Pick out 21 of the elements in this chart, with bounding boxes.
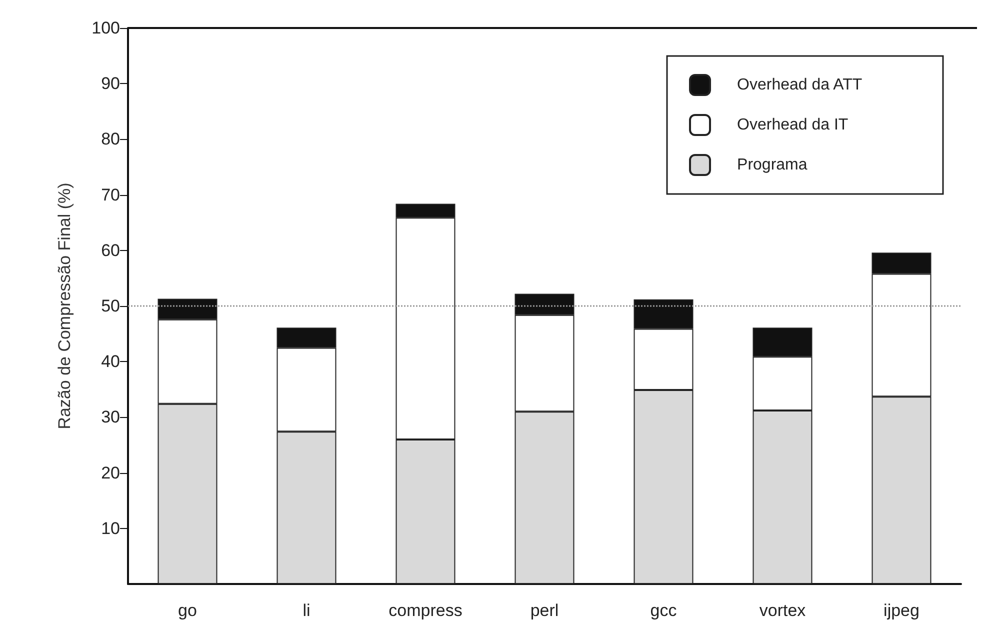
y-tick-label: 40 bbox=[101, 352, 120, 372]
x-tick-label: li bbox=[302, 601, 310, 620]
y-tick-label: 10 bbox=[101, 518, 120, 538]
y-axis-title: Razão de Compressão Final (%) bbox=[55, 182, 74, 430]
x-tick-label: gcc bbox=[650, 601, 678, 620]
y-tick-label: 100 bbox=[92, 18, 120, 38]
legend-label: Overhead da IT bbox=[737, 116, 848, 134]
x-tick-label: compress bbox=[388, 601, 462, 620]
y-tick-label: 70 bbox=[101, 185, 120, 204]
y-tick-label: 30 bbox=[101, 408, 120, 427]
y-tick-label: 80 bbox=[101, 130, 120, 149]
y-tick-label: 90 bbox=[101, 74, 120, 94]
x-tick-label: go bbox=[178, 601, 197, 620]
y-tick-label: 20 bbox=[101, 463, 120, 482]
x-tick-label: ijpeg bbox=[884, 601, 920, 620]
legend-label: Overhead da ATT bbox=[737, 76, 862, 94]
y-tick-label: 50 bbox=[101, 296, 120, 316]
x-tick-label: perl bbox=[530, 601, 559, 620]
x-tick-label: vortex bbox=[759, 601, 806, 620]
y-tick-label: 60 bbox=[101, 240, 120, 260]
legend-label: Programa bbox=[737, 156, 808, 174]
